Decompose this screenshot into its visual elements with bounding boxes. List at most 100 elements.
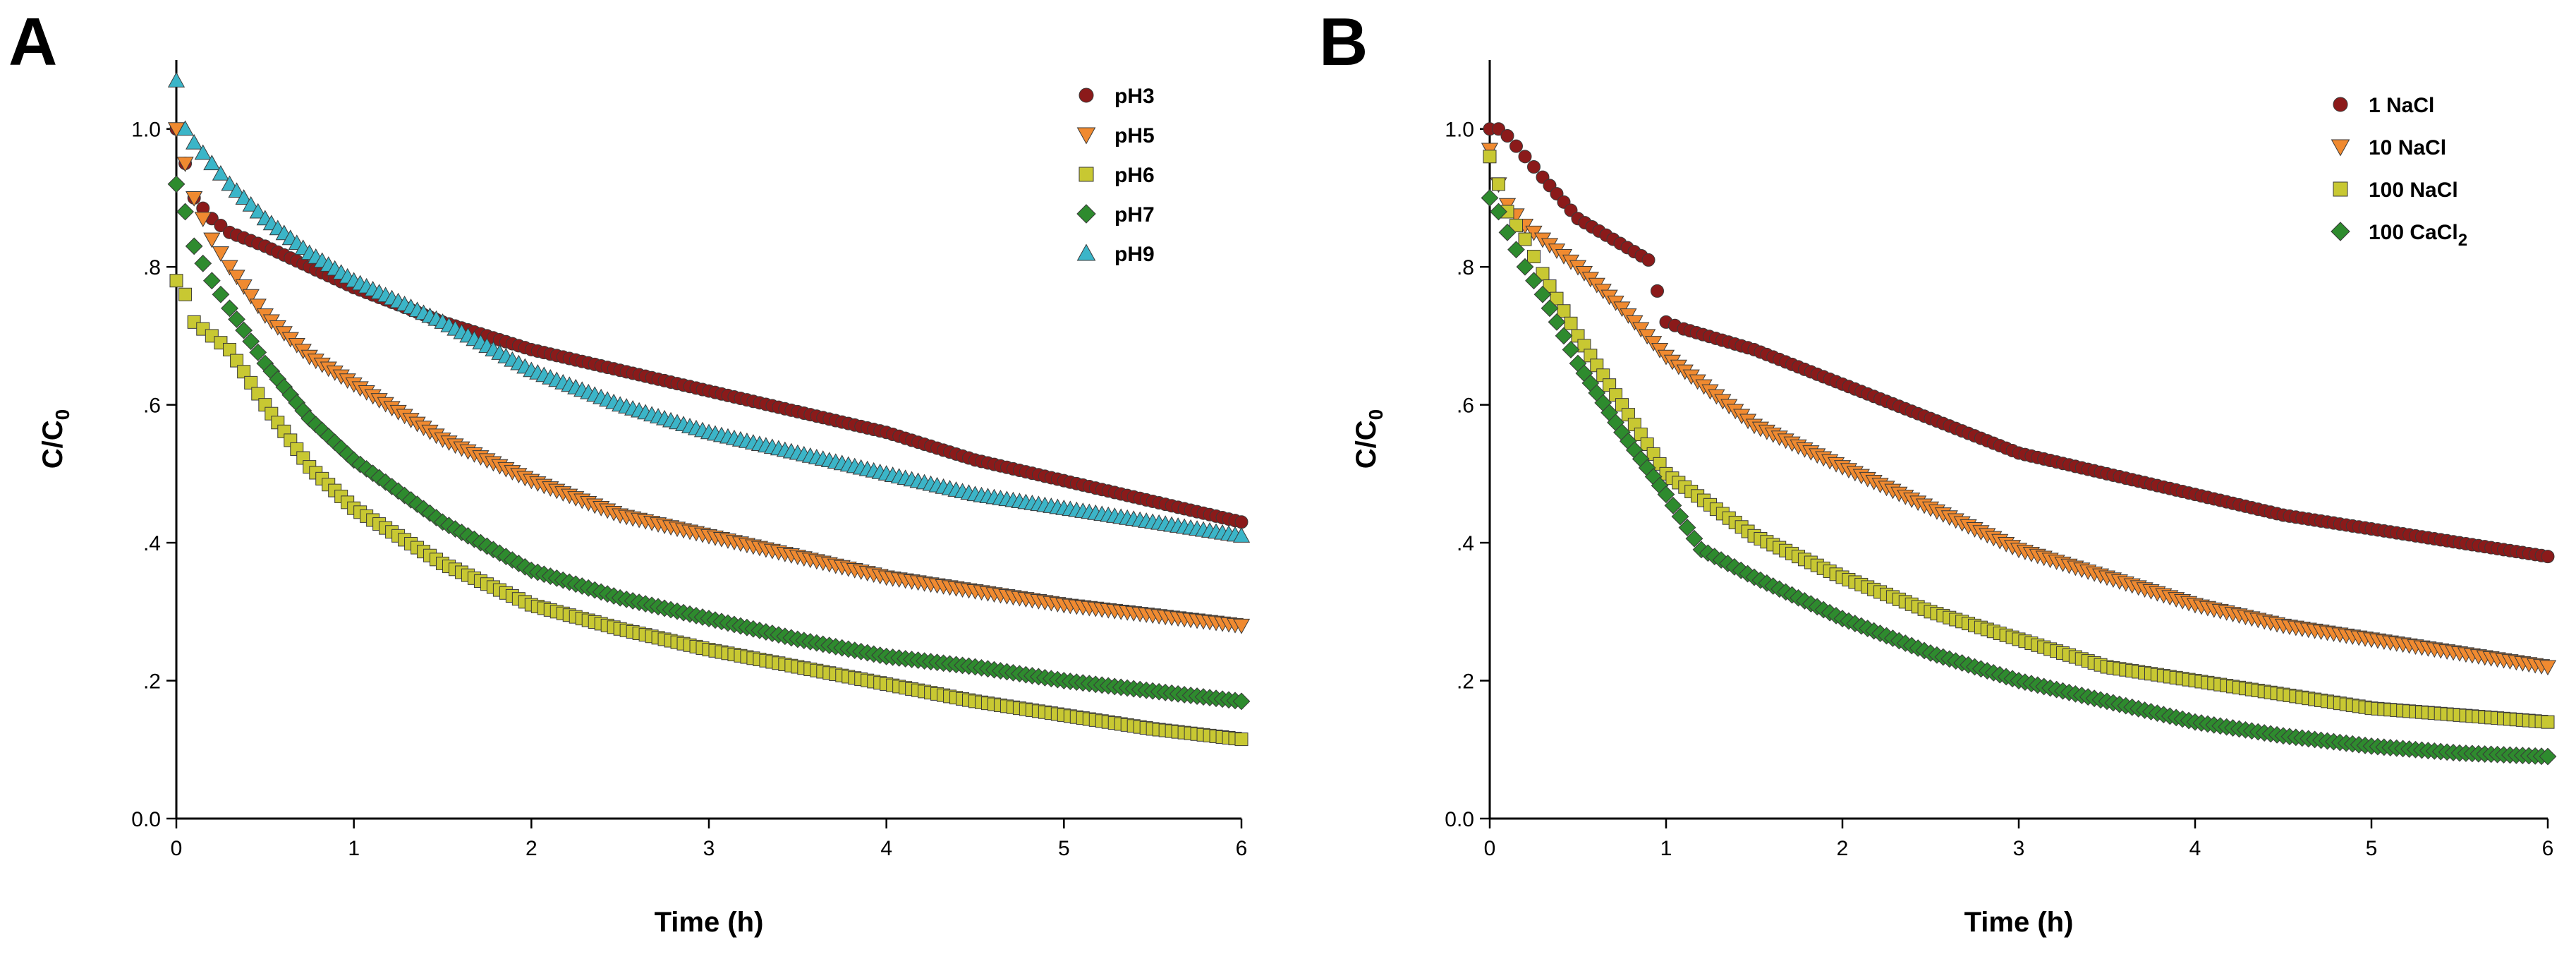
- data-point: [1536, 267, 1550, 281]
- panel-b-x-axis-title: Time (h): [1964, 907, 2074, 938]
- series-ph9: [167, 72, 1251, 543]
- data-point: [203, 155, 221, 171]
- panel-a-x-axis-title: Time (h): [655, 907, 764, 938]
- legend-item: 100 CaCl2: [2331, 221, 2467, 250]
- legend-label-text: 100 CaCl: [2369, 221, 2458, 244]
- data-point: [242, 195, 260, 212]
- data-point: [1490, 203, 1507, 221]
- data-point: [242, 332, 260, 351]
- data-point: [212, 164, 230, 181]
- legend-item: pH6: [1079, 164, 1155, 187]
- panel-a-y-axis-title-main: C/C: [37, 420, 68, 469]
- data-point: [1492, 177, 1505, 191]
- data-point: [1518, 232, 1532, 246]
- x-tick-label: 1: [348, 837, 360, 860]
- legend-marker: [2333, 97, 2348, 112]
- panel-a-letter: A: [8, 4, 57, 80]
- data-point: [186, 191, 203, 207]
- x-tick-label: 0: [171, 837, 183, 860]
- panel-b-letter: B: [1319, 4, 1368, 80]
- legend-marker: [2331, 222, 2350, 241]
- data-point: [214, 219, 228, 233]
- data-point: [186, 133, 203, 150]
- legend-label: 10 NaCl: [2369, 136, 2446, 159]
- legend-label: pH3: [1114, 85, 1155, 108]
- data-point: [194, 254, 212, 272]
- data-point: [1500, 129, 1514, 143]
- data-point: [1541, 299, 1559, 318]
- data-point: [212, 246, 230, 262]
- legend-item: 10 NaCl: [2331, 136, 2446, 159]
- data-point: [1507, 241, 1525, 259]
- series-1-nacl: [1483, 122, 2555, 564]
- data-point: [1232, 618, 1251, 634]
- y-tick-label: 1.0: [1445, 119, 1474, 142]
- data-point: [185, 237, 203, 255]
- data-point: [212, 285, 230, 303]
- panel-a-marks: [167, 72, 1251, 747]
- legend-label: pH5: [1114, 124, 1155, 147]
- data-point: [1657, 485, 1675, 504]
- legend-label-text: pH9: [1114, 243, 1155, 266]
- data-point: [1518, 150, 1532, 164]
- data-point: [235, 321, 253, 339]
- legend-label: 1 NaCl: [2369, 94, 2434, 117]
- legend-label: 100 NaCl: [2369, 179, 2458, 202]
- data-point: [167, 72, 186, 88]
- legend-marker: [1076, 127, 1096, 145]
- data-point: [235, 279, 253, 295]
- data-point: [1509, 219, 1523, 233]
- data-point: [2539, 747, 2557, 766]
- legend-marker: [1076, 243, 1096, 261]
- legend-label-text: 1 NaCl: [2369, 94, 2434, 117]
- panel-b-marks: [1481, 122, 2557, 766]
- series-ph5: [167, 122, 1251, 634]
- data-point: [1481, 189, 1499, 207]
- panel-b-legend: 1 NaCl 10 NaCl 100 NaCl 100 CaCl2: [2331, 94, 2467, 250]
- legend-item: pH9: [1076, 243, 1155, 266]
- y-tick-label: .8: [1457, 256, 1474, 279]
- x-tick-label: 2: [525, 837, 537, 860]
- data-point: [1678, 519, 1696, 536]
- data-point: [1548, 313, 1566, 331]
- data-point: [1555, 327, 1573, 345]
- y-tick-label: 1.0: [131, 119, 161, 142]
- series-ph3: [169, 122, 1248, 529]
- legend-label-text: 10 NaCl: [2369, 136, 2446, 159]
- data-point: [1527, 159, 1541, 174]
- data-point: [1516, 258, 1534, 276]
- panel-b-y-axis-title-main: C/C: [1351, 420, 1382, 469]
- y-tick-label: 0.0: [131, 808, 161, 831]
- data-point: [244, 375, 258, 390]
- y-tick-label: .6: [1457, 394, 1474, 418]
- panel-b-y-axis-title: C/C0: [1351, 409, 1387, 469]
- data-point: [1557, 304, 1571, 318]
- data-point: [228, 182, 245, 198]
- data-point: [242, 289, 260, 305]
- y-tick-label: 0.0: [1445, 808, 1474, 831]
- x-tick-label: 5: [1058, 837, 1070, 860]
- data-point: [1533, 285, 1552, 303]
- panel-b-y-axis-title-sub: 0: [1365, 409, 1387, 421]
- data-point: [1234, 515, 1248, 529]
- panel-a-legend: pH3 pH5 pH6 pH7 pH9: [1076, 85, 1155, 266]
- legend-label-text: pH3: [1114, 85, 1155, 108]
- data-point: [221, 299, 238, 318]
- legend-label: pH7: [1114, 203, 1155, 227]
- panel-b: B 0 1 2 3 4 5 60.0.2.4.6.81.0 Time (h) C/C0 1 …: [1319, 4, 2557, 938]
- data-point: [1527, 250, 1541, 264]
- legend-label-text: pH5: [1114, 124, 1155, 147]
- data-point: [1641, 253, 1655, 267]
- y-tick-label: .2: [1457, 670, 1474, 694]
- x-tick-label: 2: [1837, 837, 1849, 860]
- data-point: [1483, 150, 1497, 164]
- data-point: [237, 365, 251, 379]
- data-point: [1664, 496, 1682, 514]
- legend-label: pH9: [1114, 243, 1155, 266]
- data-point: [1525, 272, 1543, 290]
- data-point: [1651, 284, 1664, 298]
- data-point: [235, 189, 253, 205]
- x-tick-label: 4: [880, 837, 892, 860]
- data-point: [1543, 279, 1557, 294]
- y-tick-label: .8: [143, 256, 161, 279]
